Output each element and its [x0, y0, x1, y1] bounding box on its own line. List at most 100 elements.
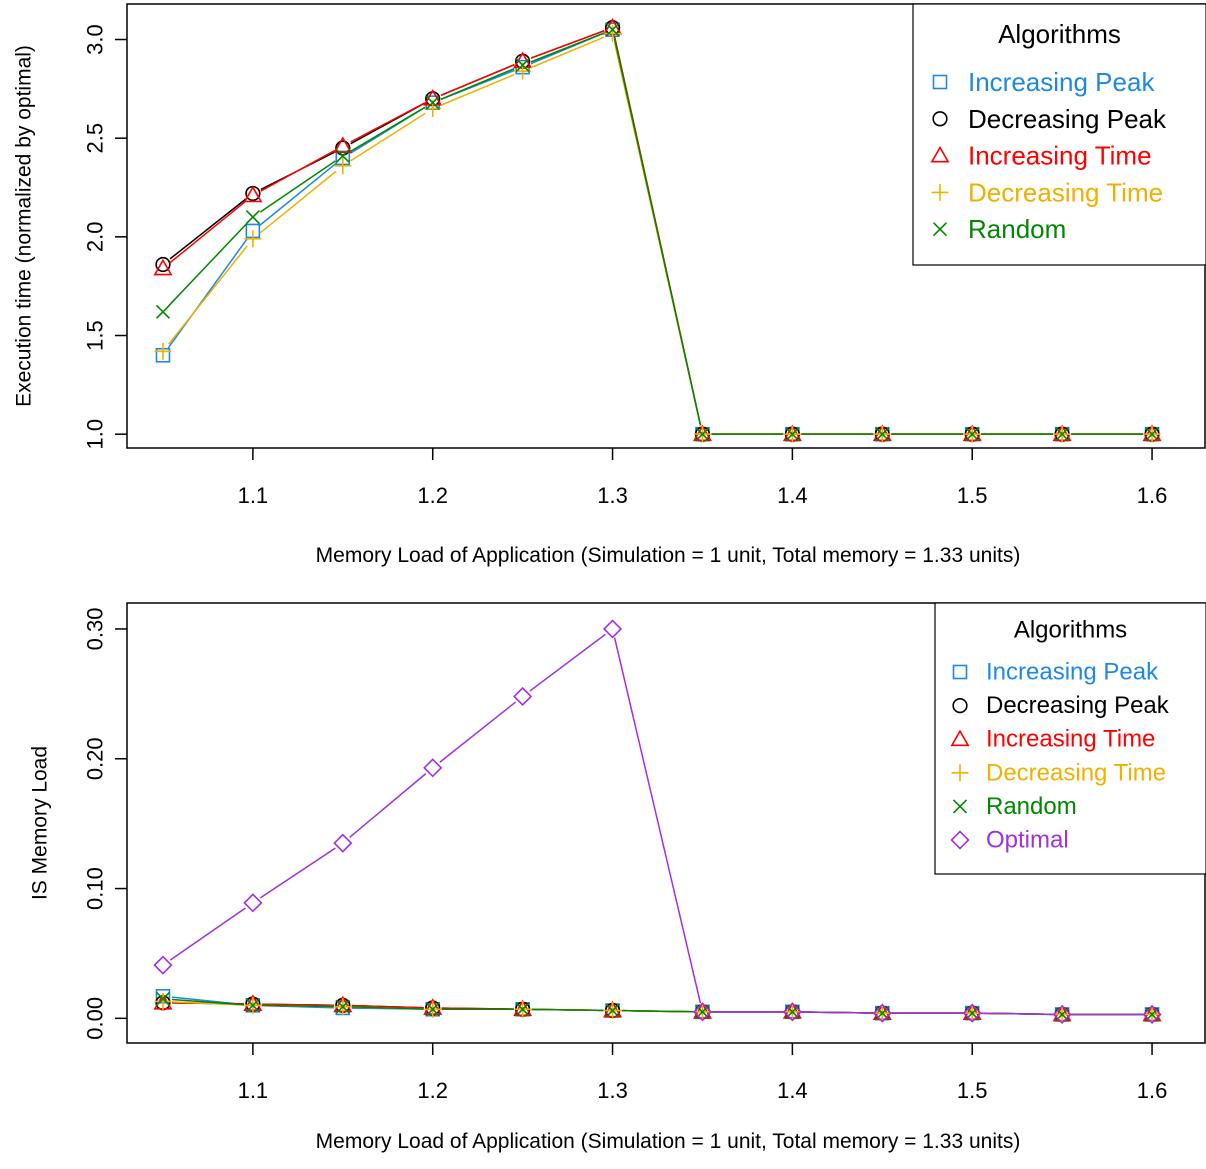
data-point: [605, 22, 620, 37]
series-line-segment: [168, 245, 248, 345]
series-decreasing-time: [154, 993, 1161, 1023]
data-point: [1142, 1004, 1162, 1025]
series-line-segment: [529, 633, 606, 692]
data-point: [335, 999, 350, 1014]
series-line-segment: [440, 63, 515, 96]
legend-box: [912, 3, 1206, 266]
legend-entry-label: Increasing Time: [968, 141, 1152, 171]
data-point: [334, 157, 352, 175]
series-line-segment: [613, 38, 702, 426]
data-point: [1052, 1004, 1072, 1025]
series-line-segment: [440, 67, 515, 100]
y-tick-label: 1.0: [83, 419, 108, 450]
data-point: [243, 893, 263, 913]
legend-box: [934, 602, 1206, 875]
series-line-segment: [350, 106, 426, 153]
series-line-segment: [439, 701, 517, 763]
y-axis-label: Execution time (normalized by optimal): [13, 45, 36, 407]
data-point: [515, 58, 530, 73]
legend-marker: [932, 74, 948, 90]
legend-entry-label: Decreasing Time: [968, 177, 1163, 207]
y-tick-label: 3.0: [83, 24, 108, 55]
series-optimal: [153, 619, 1162, 1025]
data-point: [872, 1003, 892, 1023]
legend-marker: [952, 664, 968, 680]
series-line-segment: [169, 907, 246, 961]
x-tick-label: 1.3: [597, 483, 628, 508]
legend-entry-label: Increasing Peak: [968, 67, 1155, 97]
series-line-segment: [349, 773, 427, 838]
data-point: [425, 1002, 440, 1017]
legend-entry-label: Decreasing Peak: [986, 692, 1170, 719]
legend-marker: [952, 697, 968, 714]
legend-title: Algorithms: [998, 19, 1121, 49]
series-line-segment: [169, 198, 247, 260]
x-axis-label: Memory Load of Application (Simulation =…: [316, 1130, 1021, 1153]
data-point: [785, 427, 800, 442]
legend-marker: [952, 799, 968, 814]
data-point: [245, 998, 260, 1013]
series-decreasing-peak: [155, 995, 1160, 1023]
legend-marker: [930, 145, 950, 163]
series-line-segment: [171, 998, 244, 1006]
data-point: [782, 1002, 802, 1022]
legend-marker: [950, 729, 970, 747]
data-point: [243, 185, 263, 203]
legend-entry-label: Increasing Time: [986, 726, 1155, 753]
data-point: [695, 427, 710, 442]
y-tick-label: 2.5: [83, 123, 108, 154]
x-tick-label: 1.2: [417, 483, 448, 508]
data-point: [604, 25, 621, 43]
data-point: [155, 991, 171, 1006]
x-tick-label: 1.6: [1137, 483, 1168, 508]
legend-title: Algorithms: [1014, 617, 1127, 644]
x-tick-label: 1.4: [777, 483, 808, 508]
series-line-segment: [351, 1006, 424, 1010]
series-line-segment: [259, 170, 337, 234]
data-point: [602, 619, 623, 639]
legend-entry-label: Increasing Peak: [986, 659, 1159, 686]
legend-entry-label: Random: [986, 793, 1077, 820]
y-tick-label: 0.10: [83, 867, 108, 910]
series-line-segment: [621, 1009, 694, 1013]
legend-marker: [950, 830, 970, 850]
x-tick-label: 1.4: [777, 1078, 808, 1103]
legend-entry-label: Optimal: [986, 827, 1069, 854]
legend-marker: [932, 222, 948, 237]
legend-marker: [932, 111, 948, 127]
legend-entry-label: Random: [968, 214, 1066, 244]
series-line-segment: [801, 1011, 874, 1014]
series-line-segment: [260, 149, 336, 192]
data-point: [155, 256, 171, 273]
y-tick-label: 2.0: [83, 222, 108, 253]
series-line-segment: [259, 163, 337, 226]
x-tick-label: 1.5: [957, 483, 988, 508]
legend-marker: [931, 183, 949, 201]
chart-panel-1: 1.1 1.2 1.3 1.4 1.5 1.6 1.0 1.5 2.0 2.5 3.0 Memory …: [13, 3, 1206, 567]
series-line-segment: [350, 102, 426, 143]
data-point: [692, 1002, 713, 1022]
series-line-segment: [261, 1003, 334, 1006]
series-line-segment: [168, 223, 248, 306]
data-point: [245, 210, 260, 225]
x-tick-label: 1.6: [1137, 1078, 1168, 1103]
data-point: [244, 230, 262, 248]
chart-panel-2: 1.1 1.2 1.3 1.4 1.5 1.6 0.00 0.10 0.20 0.30 Memory…: [29, 602, 1206, 1153]
series-line-segment: [531, 1008, 604, 1012]
series-line-segment: [259, 847, 336, 899]
data-point: [153, 258, 173, 276]
data-point: [154, 993, 172, 1010]
y-axis-label: IS Memory Load: [29, 746, 52, 900]
data-point: [1055, 427, 1070, 442]
x-tick-label: 1.2: [417, 1078, 448, 1103]
series-line-segment: [530, 32, 605, 63]
series-random: [155, 991, 1160, 1022]
series-line-segment: [351, 1004, 424, 1009]
series-line-segment: [613, 637, 702, 1004]
y-tick-label: 0.20: [83, 737, 108, 780]
legend: Algorithms Increasing Peak Decreasing Peak…: [934, 602, 1206, 875]
data-point: [515, 1002, 530, 1017]
series-line-segment: [530, 36, 605, 69]
data-point: [425, 95, 440, 110]
